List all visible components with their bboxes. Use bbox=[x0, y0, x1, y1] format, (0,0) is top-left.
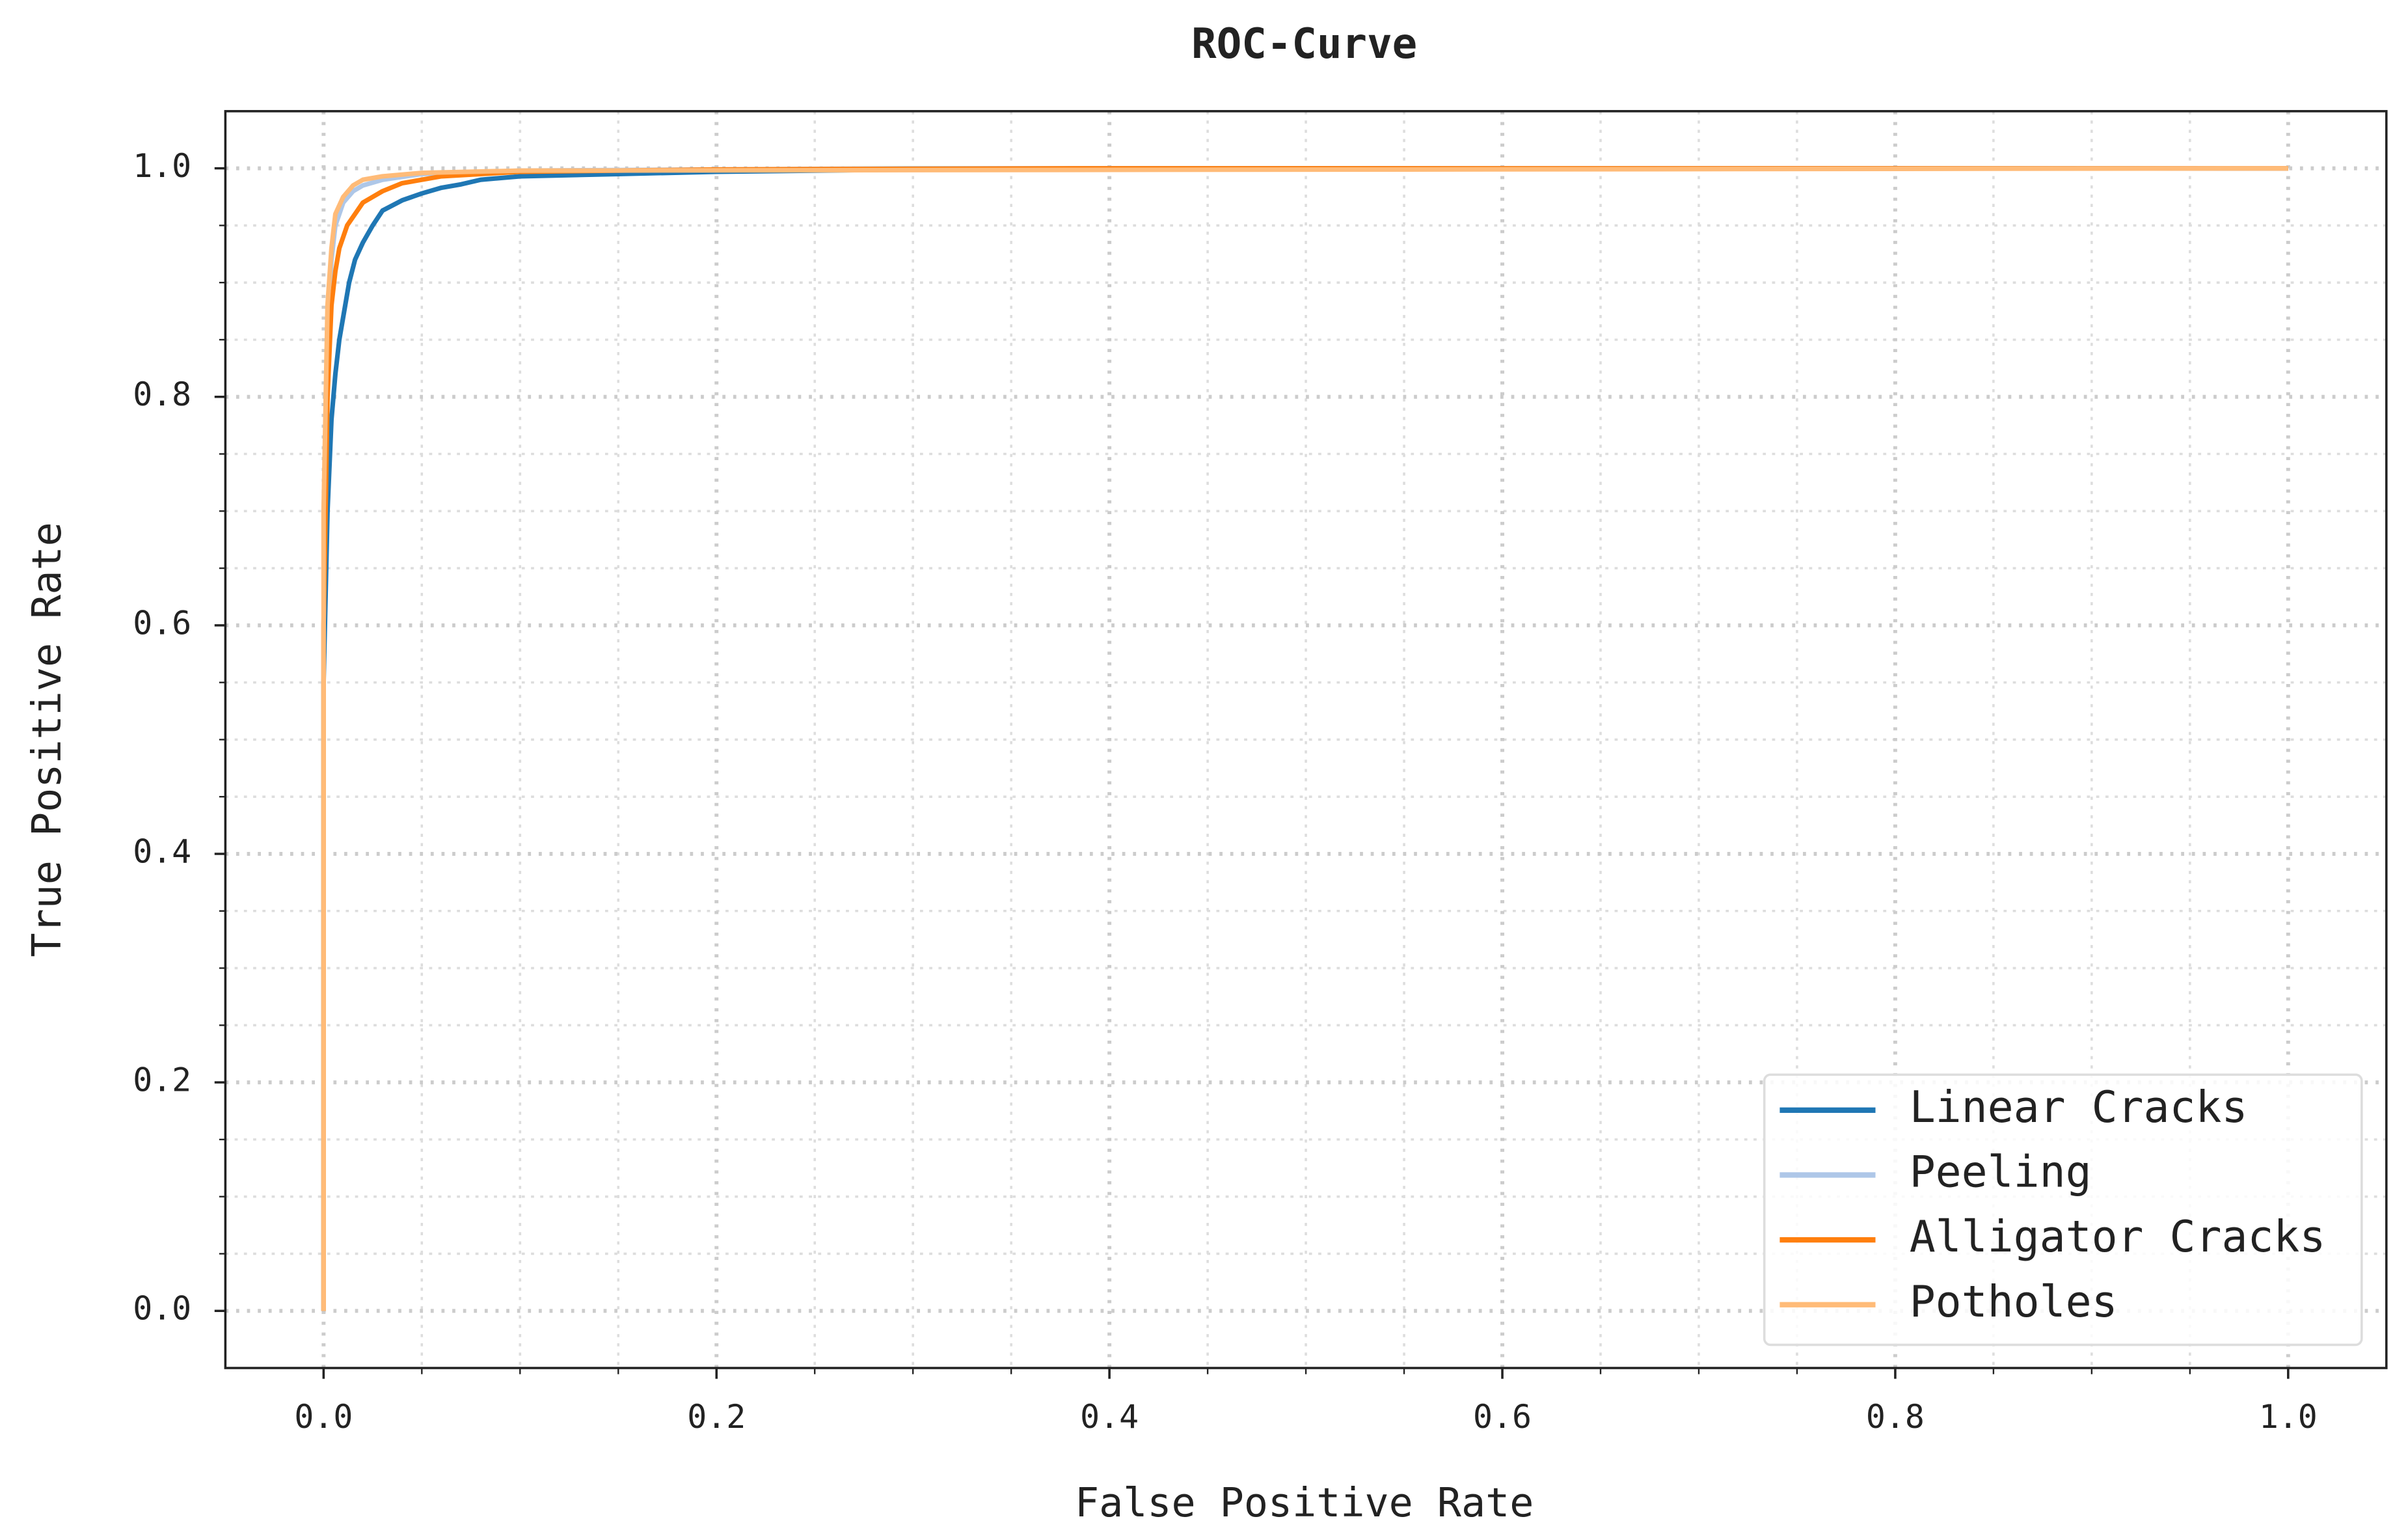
y-tick-label: 0.6 bbox=[133, 604, 191, 642]
legend-box bbox=[1763, 1073, 2363, 1347]
y-tick-label: 0.4 bbox=[133, 832, 191, 870]
roc-line bbox=[321, 166, 2288, 1311]
legend: Linear Cracks Peeling Alligator Cracks Poth… bbox=[1763, 1073, 2363, 1347]
x-tick-label: 0.4 bbox=[1080, 1398, 1139, 1436]
x-axis-label: False Positive Rate bbox=[1075, 1479, 1534, 1526]
y-tick-label: 0.0 bbox=[133, 1290, 191, 1328]
y-tick-label: 1.0 bbox=[133, 147, 191, 185]
legend-label: Linear Cracks bbox=[1910, 1082, 2248, 1132]
legend-label: Peeling bbox=[1910, 1147, 2092, 1197]
x-tick-label: 0.2 bbox=[687, 1398, 746, 1436]
y-tick-label: 0.8 bbox=[133, 376, 191, 413]
plot-lines bbox=[321, 166, 2288, 1311]
x-tick-label: 0.0 bbox=[294, 1398, 353, 1436]
axes: 0.0 0.2 0.4 0.6 0.8 1.0 0.0 0.2 0.4 0.6 0.8 1.0 bbox=[133, 147, 2318, 1436]
y-tick-label: 0.2 bbox=[133, 1061, 191, 1099]
roc-line bbox=[321, 166, 2288, 1311]
chart-title: ROC-Curve bbox=[1191, 20, 1417, 68]
legend-label: Alligator Cracks bbox=[1910, 1211, 2326, 1262]
x-tick-label: 0.6 bbox=[1473, 1398, 1532, 1436]
y-axis-label: True Positive Rate bbox=[23, 522, 70, 957]
x-tick-label: 1.0 bbox=[2259, 1398, 2318, 1436]
x-tick-label: 0.8 bbox=[1866, 1398, 1925, 1436]
legend-label: Potholes bbox=[1910, 1276, 2118, 1327]
